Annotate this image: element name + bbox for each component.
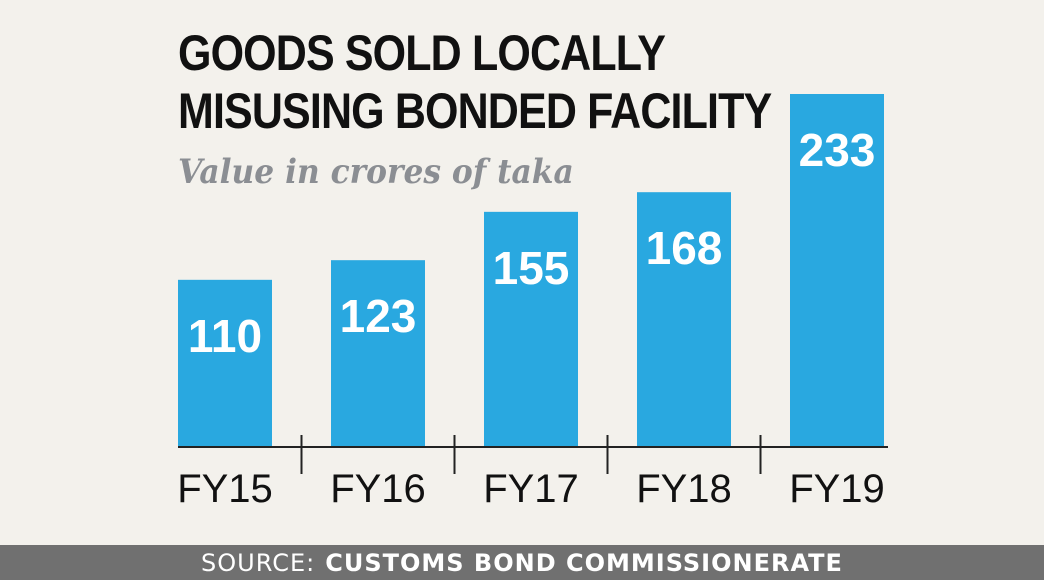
data-label-fy15: 110 [188, 310, 262, 362]
tick-label-fy16: FY16 [330, 467, 426, 511]
data-label-fy18: 168 [646, 222, 723, 274]
bar-fy18 [637, 192, 731, 446]
bar-chart: 110 FY15 123 FY16 155 FY17 168 FY18 233 FY19 [177, 94, 888, 511]
tick-label-fy18: FY18 [636, 467, 732, 511]
tick-label-fy17: FY17 [483, 467, 579, 511]
source-name: CUSTOMS BOND COMMISSIONERATE [325, 548, 843, 577]
tick-label-fy19: FY19 [789, 467, 885, 511]
bar-fy17 [484, 211, 578, 446]
source-label: SOURCE: [201, 548, 316, 577]
tick-label-fy15: FY15 [177, 467, 273, 511]
data-label-fy17: 155 [493, 242, 570, 294]
chart-title: GOODS SOLD LOCALLY MISUSING BONDED FACIL… [178, 25, 772, 139]
bar-fy15 [178, 279, 272, 446]
chart-subtitle: Value in crores of taka [178, 152, 574, 192]
source-bar: SOURCE: CUSTOMS BOND COMMISSIONERATE [0, 545, 1044, 580]
data-label-fy16: 123 [340, 290, 417, 342]
bar-fy16 [331, 260, 425, 446]
data-label-fy19: 233 [799, 124, 876, 176]
bar-fy19 [790, 94, 884, 446]
